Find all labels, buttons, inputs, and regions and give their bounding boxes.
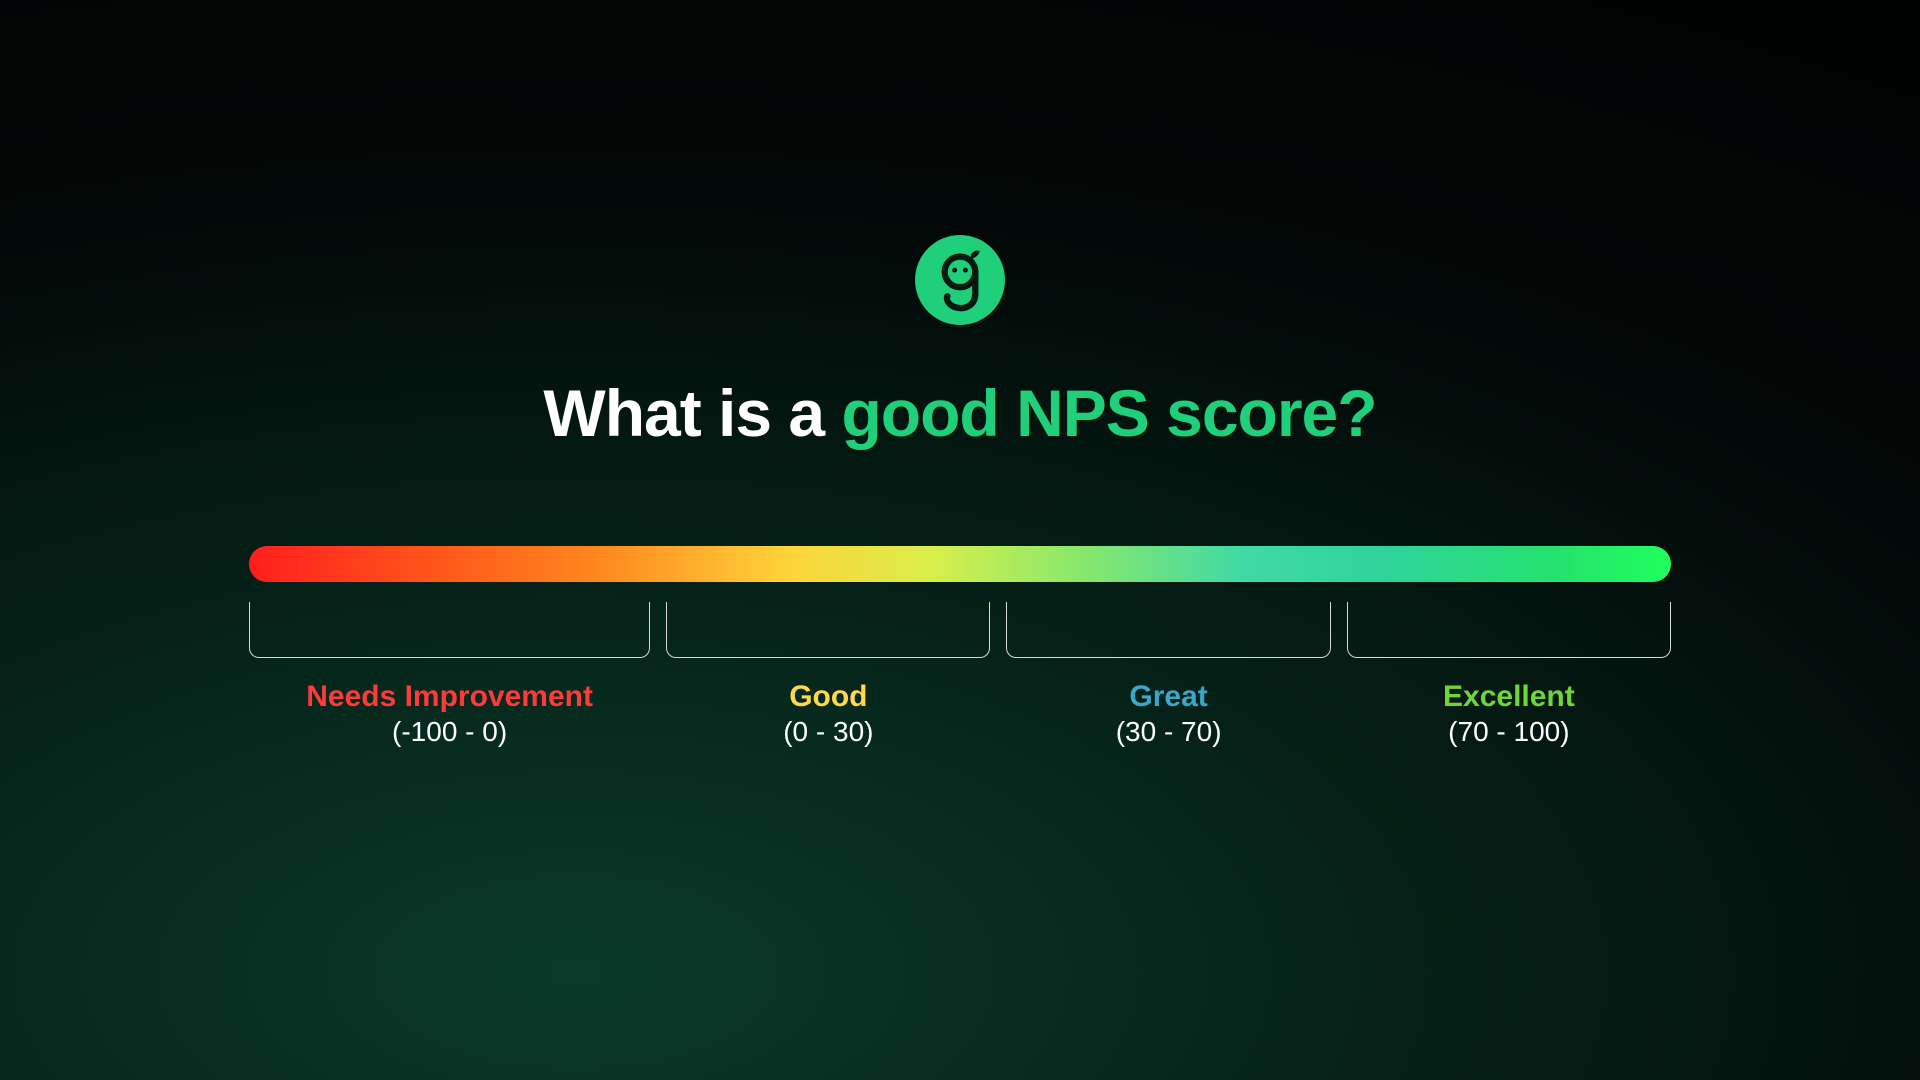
content-wrapper: What is a good NPS score? Needs Improvem… xyxy=(0,0,1920,1080)
segment-label-title: Excellent xyxy=(1443,680,1575,714)
segment-label: Needs Improvement(-100 - 0) xyxy=(249,680,650,748)
segment-label-range: (70 - 100) xyxy=(1448,716,1569,748)
brackets-row xyxy=(249,602,1671,658)
segment-label: Good(0 - 30) xyxy=(666,680,990,748)
segment-label-title: Great xyxy=(1129,680,1207,714)
segment-label: Excellent(70 - 100) xyxy=(1347,680,1671,748)
segment-bracket xyxy=(1006,602,1330,658)
title-prefix: What is a xyxy=(543,376,841,450)
page-title: What is a good NPS score? xyxy=(543,375,1376,451)
segment-bracket xyxy=(249,602,650,658)
segment-label-title: Needs Improvement xyxy=(306,680,593,714)
segment-bracket xyxy=(666,602,990,658)
segment-label-range: (-100 - 0) xyxy=(392,716,507,748)
segment-label: Great(30 - 70) xyxy=(1006,680,1330,748)
gradient-bar xyxy=(249,546,1671,582)
segment-label-range: (0 - 30) xyxy=(783,716,873,748)
segment-label-range: (30 - 70) xyxy=(1116,716,1222,748)
nps-scale: Needs Improvement(-100 - 0)Good(0 - 30)G… xyxy=(249,546,1671,748)
segment-label-title: Good xyxy=(789,680,867,714)
segment-bracket xyxy=(1347,602,1671,658)
title-highlight: good NPS score? xyxy=(841,376,1376,450)
labels-row: Needs Improvement(-100 - 0)Good(0 - 30)G… xyxy=(249,680,1671,748)
brand-logo-icon xyxy=(915,235,1005,325)
